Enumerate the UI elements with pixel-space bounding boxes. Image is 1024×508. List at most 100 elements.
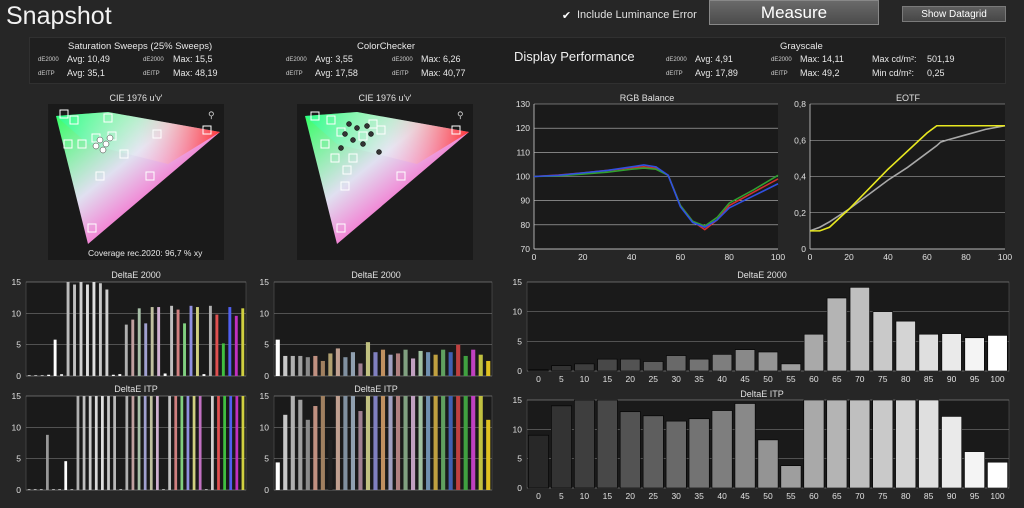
grayscale-title: Grayscale	[780, 41, 823, 52]
bar	[313, 355, 318, 376]
bar	[964, 451, 985, 489]
eotf-title: EOTF	[896, 93, 921, 103]
stat-value: Max: 49,2	[800, 68, 840, 78]
include-luminance-error-checkbox[interactable]: ✔ Include Luminance Error	[561, 9, 697, 22]
cie2-panel: ⚲	[297, 104, 473, 260]
bar	[551, 405, 572, 489]
y-tick-label: 0	[16, 485, 21, 495]
bar	[596, 399, 618, 489]
x-tick-label: 10	[580, 491, 590, 501]
zoom-icon[interactable]: ⚲	[457, 110, 464, 120]
bar	[298, 355, 303, 376]
x-tick-label: 15	[603, 491, 613, 501]
x-tick-label: 30	[671, 491, 681, 501]
bar	[486, 419, 491, 490]
y-tick-label: 10	[12, 422, 22, 432]
bar	[163, 373, 167, 376]
bar	[196, 307, 199, 376]
bar	[228, 307, 232, 376]
x-tick-label: 5	[559, 491, 564, 501]
y-tick-label: 15	[12, 391, 22, 401]
bar	[235, 396, 239, 490]
y-tick-label: 0	[517, 366, 522, 376]
y-tick-label: 0,6	[794, 135, 806, 145]
stat-label: dEITP	[771, 71, 788, 77]
bar	[202, 374, 206, 376]
bar	[642, 415, 664, 489]
eotf-svg: EOTF 0 0,2 0,4 0,6 0,8 0 20 40 60 80 100	[794, 93, 1012, 262]
y-tick-label: 10	[513, 307, 523, 317]
bar	[241, 396, 245, 490]
stat-label: dEITP	[143, 71, 160, 77]
bar	[215, 314, 219, 376]
y-tick-label: 5	[264, 340, 269, 350]
bar	[204, 489, 208, 490]
y-tick-label: 110	[516, 147, 530, 157]
bar	[780, 465, 802, 489]
y-tick-label: 0,8	[794, 99, 806, 109]
bar	[170, 305, 174, 376]
x-tick-label: 65	[832, 491, 842, 501]
bar	[448, 352, 453, 376]
bar	[64, 461, 68, 490]
stat-label: dE2000	[286, 57, 307, 63]
x-tick-label: 60	[809, 374, 819, 384]
colorchecker-deitp-chart: DeltaE ITP 0 5 10 15	[256, 382, 496, 500]
bar	[88, 396, 92, 490]
x-tick-label: 75	[878, 374, 888, 384]
measure-button[interactable]: Measure	[709, 0, 879, 25]
x-tick-label: 60	[676, 252, 686, 262]
x-tick-label: 45	[740, 491, 750, 501]
bar	[433, 396, 438, 490]
bar	[872, 311, 893, 372]
bar	[803, 333, 824, 372]
bar	[52, 489, 55, 490]
bar	[350, 396, 355, 490]
bar	[426, 352, 431, 376]
stat-value: Avg: 3,55	[315, 54, 353, 64]
show-datagrid-button[interactable]: Show Datagrid	[902, 6, 1006, 22]
bar	[343, 396, 348, 490]
x-tick-label: 45	[740, 374, 750, 384]
saturation-sweeps-title: Saturation Sweeps (25% Sweeps)	[68, 41, 213, 52]
x-tick-label: 20	[626, 491, 636, 501]
zoom-icon[interactable]: ⚲	[208, 110, 215, 120]
bar	[275, 462, 280, 490]
saturation-de2000-chart: DeltaE 2000 0 5 10 15	[8, 268, 248, 386]
bar	[987, 461, 1008, 489]
bar	[47, 374, 51, 376]
bar	[388, 354, 393, 376]
x-tick-label: 80	[901, 491, 911, 501]
y-tick-label: 5	[16, 340, 21, 350]
max-luminance-label: Max cd/m²:	[872, 54, 917, 64]
bar	[941, 416, 963, 489]
bar	[734, 403, 756, 489]
bar	[144, 323, 148, 376]
colorchecker-deitp-svg: DeltaE ITP 0 5 10 15	[260, 384, 493, 495]
cie-gamut-overlay	[56, 112, 220, 164]
bar	[872, 399, 894, 489]
bar	[826, 399, 848, 489]
bar	[941, 333, 962, 372]
bar	[441, 349, 446, 376]
x-tick-label: 50	[763, 374, 773, 384]
bar	[463, 396, 468, 490]
stats-panel: Saturation Sweeps (25% Sweeps) dE2000 Av…	[29, 37, 1006, 84]
bar	[53, 339, 57, 376]
grayscale-de2000-svg: DeltaE 2000 0 5 10 15 0 5 10 15 20 25 30 35 40 45 50 55…	[513, 270, 1010, 384]
bar	[66, 282, 70, 376]
bar	[234, 315, 238, 376]
y-tick-label: 10	[513, 424, 523, 434]
stat-value: Max: 40,77	[421, 68, 466, 78]
bar	[418, 396, 423, 490]
grayscale-deitp-title: DeltaE ITP	[740, 389, 784, 399]
y-tick-label: 0	[801, 244, 806, 254]
bar	[478, 396, 483, 490]
eotf-chart: EOTF 0 0,2 0,4 0,6 0,8 0 20 40 60 80 100	[788, 92, 1018, 262]
x-tick-label: 55	[786, 374, 796, 384]
stat-label: dE2000	[38, 57, 59, 63]
bar	[471, 396, 476, 490]
bar	[58, 489, 61, 490]
x-tick-label: 15	[603, 374, 613, 384]
bar	[380, 396, 386, 490]
